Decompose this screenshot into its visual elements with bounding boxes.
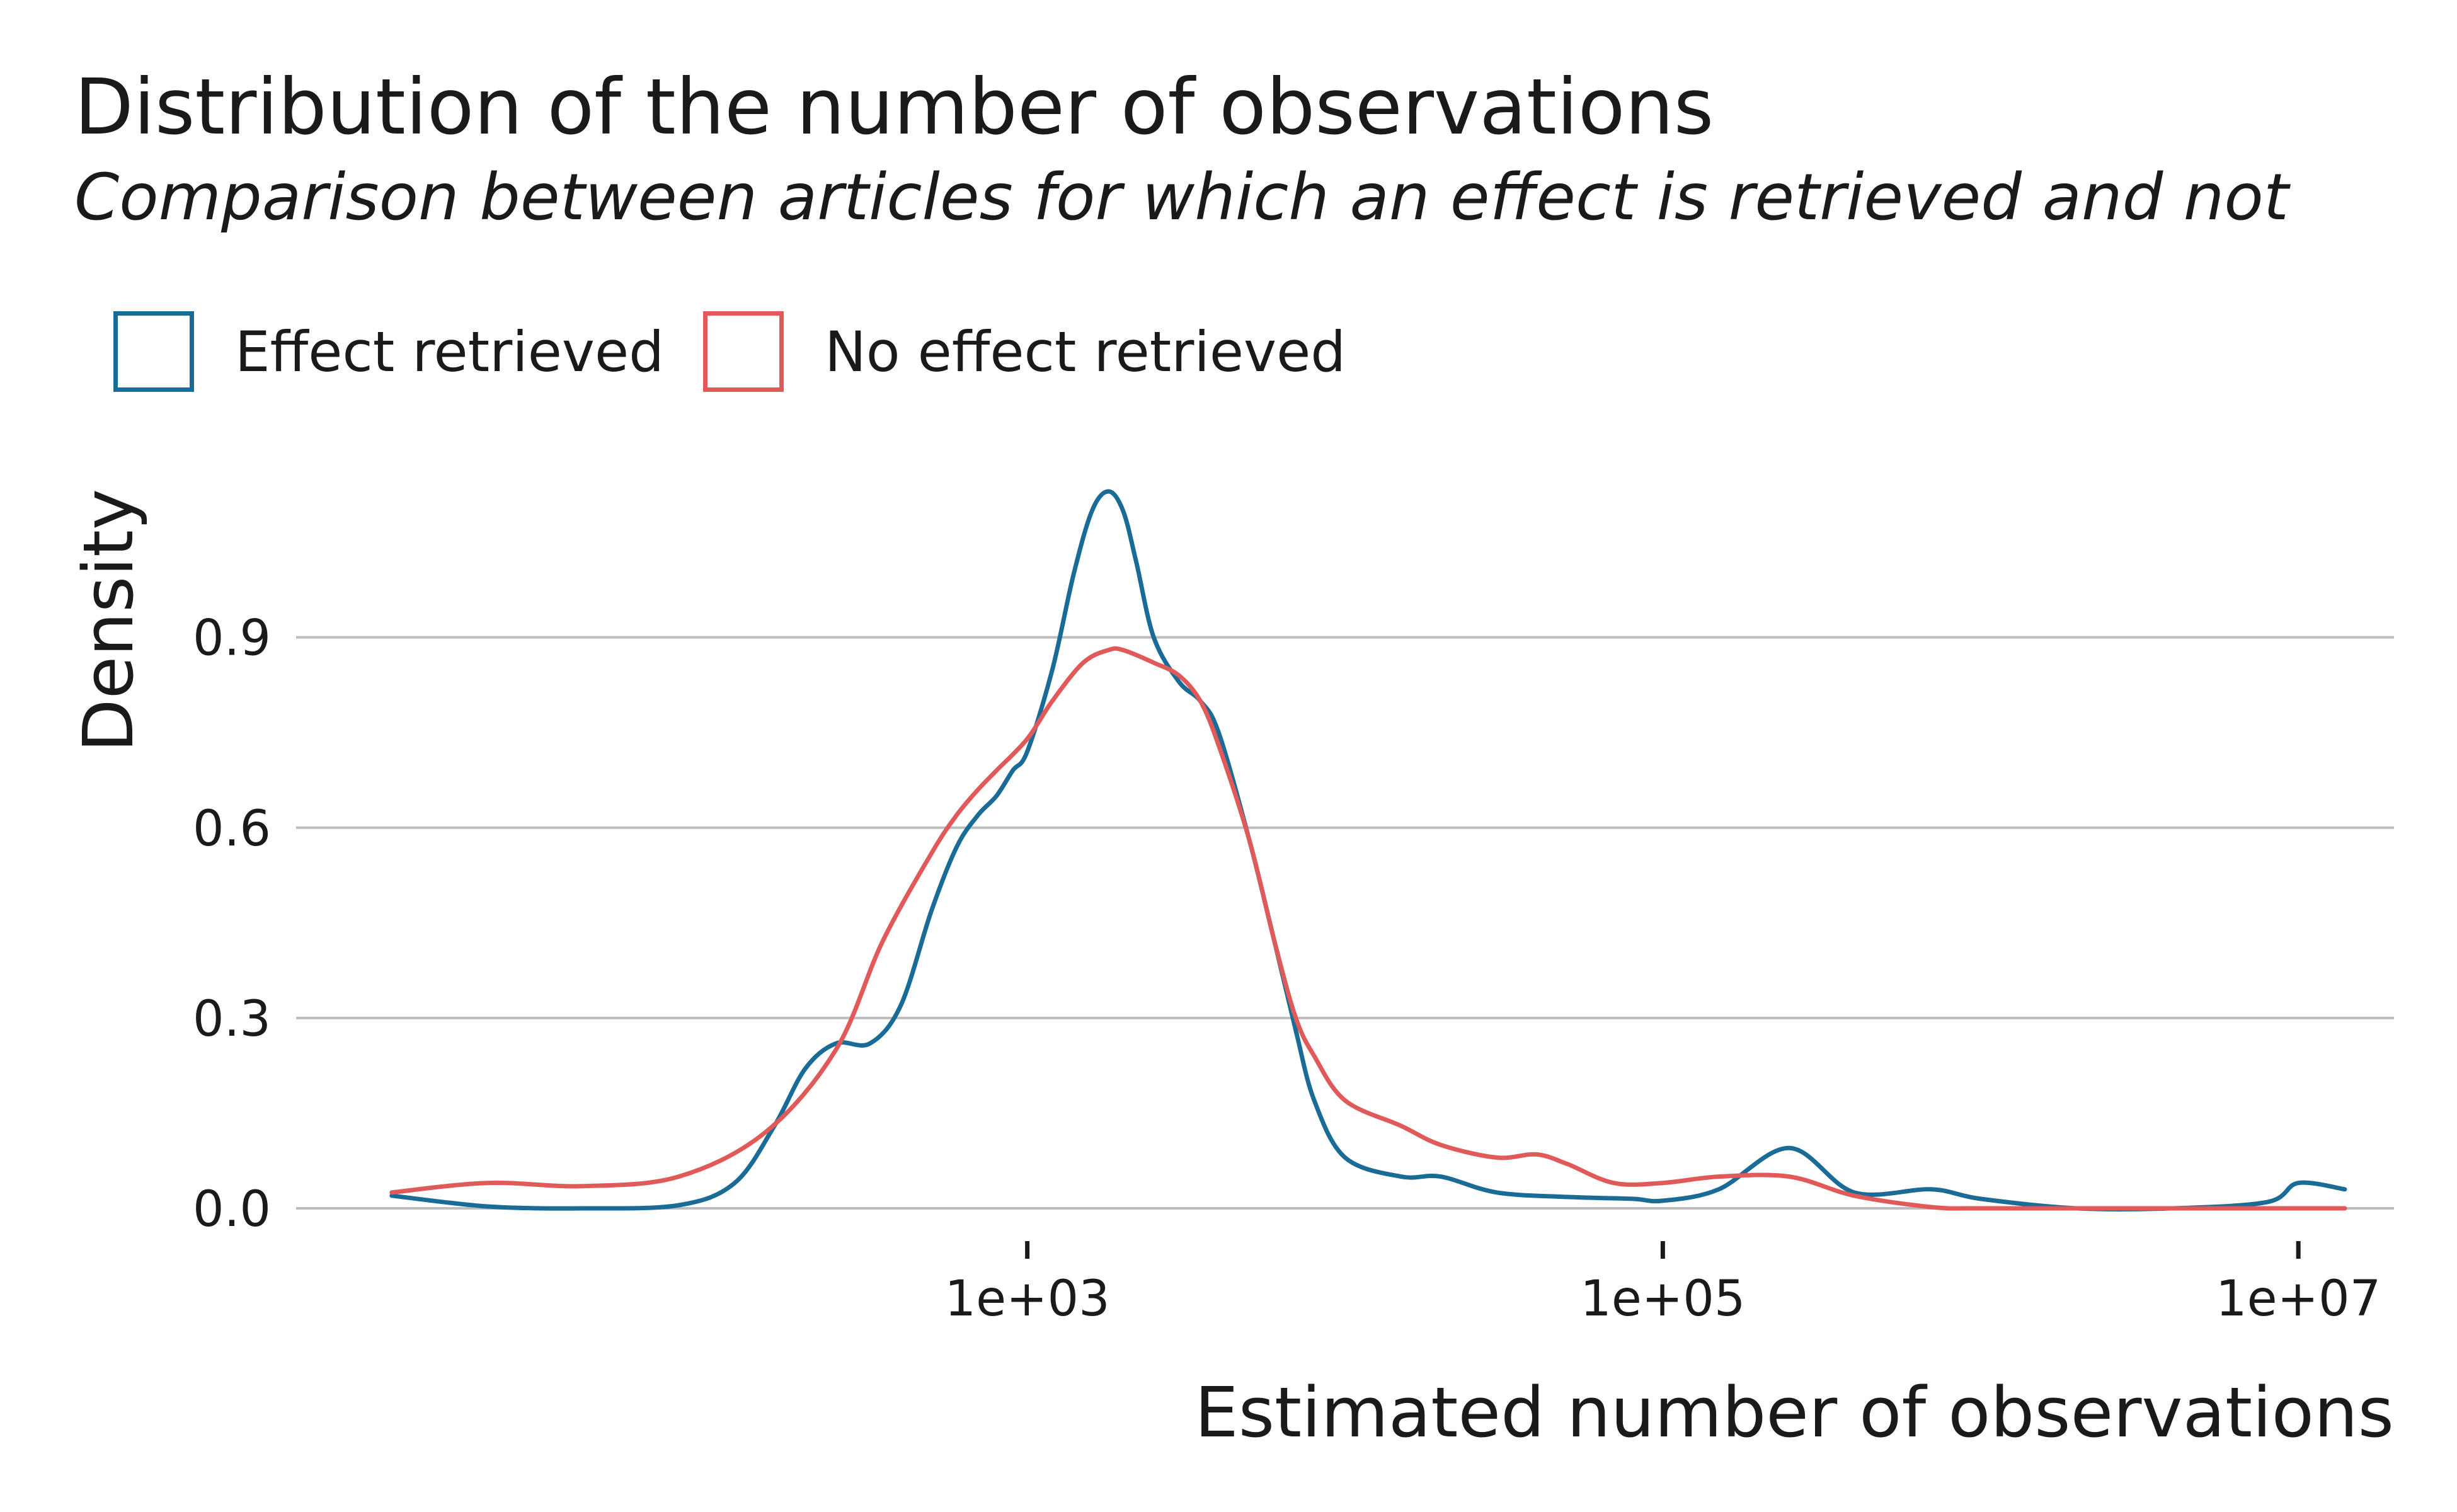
legend: Effect retrieved No effect retrieved (113, 307, 1385, 396)
legend-item-no-effect-retrieved: No effect retrieved (702, 311, 1346, 392)
x-axis-title: Estimated number of observations (1194, 1372, 2394, 1453)
chart-subtitle: Comparison between articles for which an… (74, 160, 2289, 235)
y-tick-label: 0.9 (193, 610, 271, 667)
x-tick-label: 1e+07 (2216, 1271, 2381, 1327)
series-line-no-effect-retrieved (389, 646, 2347, 1211)
legend-item-effect-retrieved: Effect retrieved (113, 311, 664, 392)
x-tick-label: 1e+03 (944, 1271, 1109, 1327)
legend-key-no-effect-retrieved (702, 311, 784, 392)
y-axis-title: Density (68, 489, 149, 752)
grid-lines (296, 636, 2394, 1210)
y-tick-label: 0.6 (193, 801, 271, 857)
legend-key-effect-retrieved (113, 311, 194, 392)
chart-title: Distribution of the number of observatio… (74, 62, 1714, 152)
x-tick-label: 1e+05 (1580, 1271, 1745, 1327)
legend-label-no-effect-retrieved: No effect retrieved (824, 319, 1346, 384)
y-tick-label: 0.0 (193, 1181, 271, 1238)
y-tick-label: 0.3 (193, 991, 271, 1048)
axes: 0.0 0.3 0.6 0.9 1e+03 1e+05 1e+07 (193, 610, 2381, 1327)
legend-label-effect-retrieved: Effect retrieved (235, 319, 664, 384)
series-lines (389, 489, 2347, 1212)
series-line-effect-retrieved (389, 489, 2347, 1212)
